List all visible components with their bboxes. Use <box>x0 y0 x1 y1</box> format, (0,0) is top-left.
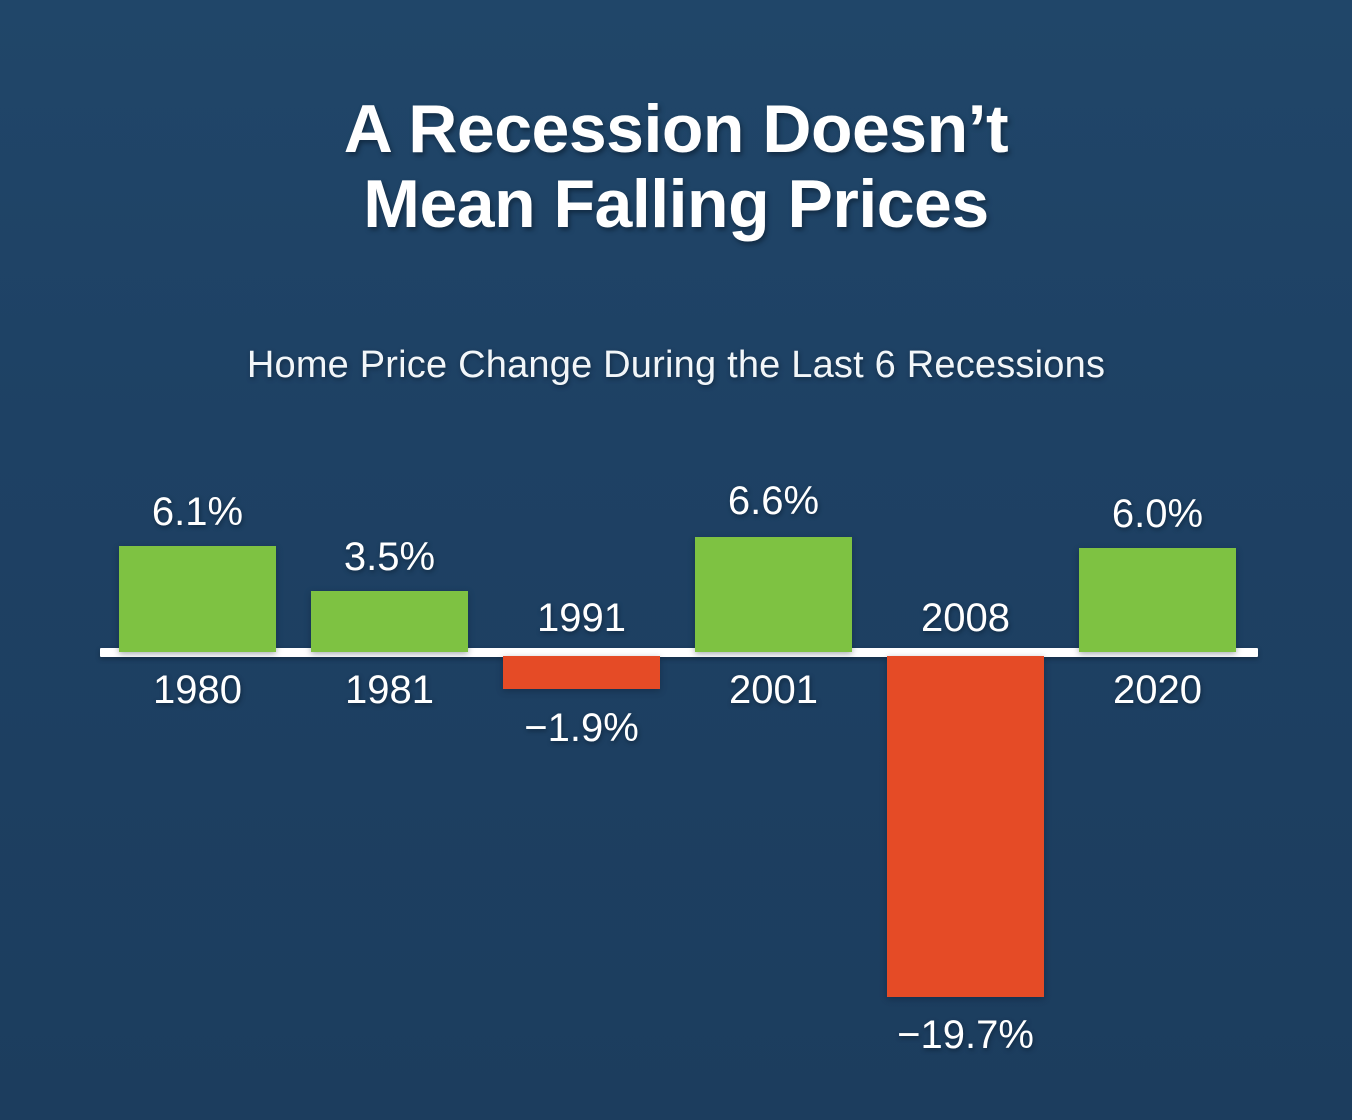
bar-year-label-1981: 1981 <box>345 668 434 712</box>
bar-value-label-2001: 6.6% <box>727 479 820 523</box>
bar-group-2001: 6.6% 2001 <box>695 0 852 1120</box>
bar-year-label-1991: 1991 <box>537 596 626 640</box>
bar-group-1980: 6.1% 1980 <box>119 0 276 1120</box>
page-title: A Recession Doesn’t Mean Falling Prices <box>343 91 1009 242</box>
bar-value-label-2008: −19.7% <box>897 1013 1034 1057</box>
bar-2020 <box>1079 548 1236 652</box>
bar-2001 <box>695 537 852 652</box>
bar-group-1981: 3.5% 1981 <box>311 0 468 1120</box>
page-subtitle: Home Price Change During the Last 6 Rece… <box>246 344 1106 386</box>
bar-1981 <box>311 591 468 652</box>
bar-year-label-2008: 2008 <box>921 596 1010 640</box>
bar-value-label-1991: −1.9% <box>524 706 639 750</box>
bar-1991 <box>503 656 660 689</box>
bar-value-label-2020: 6.0% <box>1111 492 1204 536</box>
bar-year-label-2020: 2020 <box>1113 668 1202 712</box>
bar-1980 <box>119 546 276 652</box>
bar-value-label-1981: 3.5% <box>343 535 436 579</box>
bar-2008 <box>887 656 1044 997</box>
bar-value-label-1980: 6.1% <box>151 490 244 534</box>
bar-group-1991: −1.9% 1991 <box>503 0 660 1120</box>
bar-group-2008: −19.7% 2008 <box>887 0 1044 1120</box>
bar-year-label-2001: 2001 <box>729 668 818 712</box>
bar-group-2020: 6.0% 2020 <box>1079 0 1236 1120</box>
bar-year-label-1980: 1980 <box>153 668 242 712</box>
zero-baseline-axis <box>100 648 1258 657</box>
